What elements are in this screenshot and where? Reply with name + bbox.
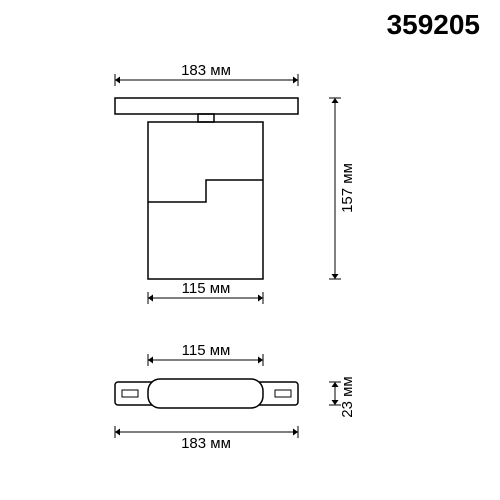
body-step — [148, 180, 263, 202]
slot-right — [275, 390, 291, 397]
dim-bottom-inner-label: 115 мм — [182, 342, 231, 359]
dim-bottom-outer-label: 183 мм — [181, 435, 231, 452]
dim-bottom-outer: 183 мм — [115, 426, 298, 452]
stem — [198, 114, 214, 122]
dim-body-height: 157 мм — [329, 98, 356, 279]
dim-top-width-label: 183 мм — [181, 62, 231, 79]
slot-left — [122, 390, 138, 397]
dim-body-height-label: 157 мм — [339, 163, 356, 213]
rail-inner — [148, 379, 263, 408]
product-code: 359205 — [387, 9, 480, 40]
dim-top-width: 183 мм — [115, 62, 298, 86]
dim-body-width: 115 мм — [148, 280, 263, 304]
technical-drawing: 359205 183 мм 115 мм 157 мм 115 мм 23 мм 183 м… — [0, 0, 500, 500]
dim-bottom-height-label: 23 мм — [339, 376, 356, 417]
cap-plate — [115, 98, 298, 114]
dim-bottom-height: 23 мм — [329, 376, 356, 417]
dim-body-width-label: 115 мм — [182, 280, 231, 297]
dim-bottom-inner: 115 мм — [148, 342, 263, 366]
